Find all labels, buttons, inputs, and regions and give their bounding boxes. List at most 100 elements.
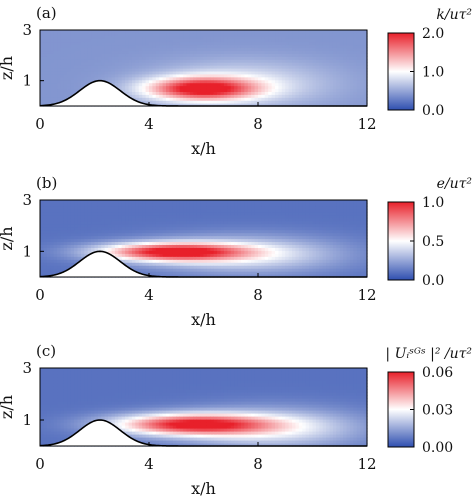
heatmap-cell: [138, 202, 143, 207]
heatmap-cell: [142, 229, 147, 234]
heatmap-cell: [80, 211, 85, 216]
heatmap-cell: [288, 47, 293, 52]
heatmap-cell: [285, 238, 290, 243]
heatmap-cell: [275, 244, 280, 248]
heatmap-cell: [240, 253, 245, 257]
heatmap-cell: [186, 41, 191, 46]
heatmap-cell: [285, 56, 290, 60]
heatmap-cell: [159, 30, 164, 34]
heatmap-cell: [261, 100, 266, 104]
heatmap-cell: [40, 53, 45, 57]
heatmap-cell: [74, 53, 79, 57]
heatmap-cell: [189, 82, 194, 87]
heatmap-cell: [193, 241, 198, 246]
heatmap-cell: [298, 253, 303, 257]
heatmap-cell: [169, 30, 174, 34]
heatmap-cell: [275, 47, 280, 52]
heatmap-cell: [288, 85, 293, 90]
heatmap-cell: [97, 68, 102, 72]
heatmap-cell: [322, 271, 327, 275]
heatmap-cell: [329, 73, 334, 78]
heatmap-cell: [343, 50, 348, 54]
heatmap-cell: [46, 100, 51, 104]
heatmap-cell: [91, 244, 96, 248]
heatmap-cell: [46, 32, 51, 37]
heatmap-cell: [203, 100, 208, 104]
heatmap-cell: [57, 97, 62, 101]
heatmap-cell: [285, 235, 290, 240]
heatmap-cell: [166, 223, 171, 228]
heatmap-cell: [70, 32, 75, 37]
heatmap-cell: [149, 271, 154, 275]
heatmap-cell: [285, 59, 290, 63]
heatmap-cell: [305, 68, 310, 72]
heatmap-cell: [298, 200, 303, 204]
heatmap-cell: [251, 244, 256, 248]
heatmap-cell: [87, 208, 92, 213]
heatmap-cell: [118, 244, 123, 248]
heatmap-cell: [125, 68, 130, 72]
heatmap-cell: [200, 56, 205, 60]
heatmap-cell: [213, 68, 218, 72]
heatmap-cell: [346, 68, 351, 72]
heatmap-cell: [131, 256, 136, 260]
heatmap-cell: [309, 200, 314, 204]
heatmap-cell: [322, 247, 327, 251]
heatmap-cell: [230, 262, 235, 266]
heatmap-cell: [312, 241, 317, 246]
heatmap-cell: [305, 38, 310, 43]
heatmap-cell: [302, 241, 307, 246]
heatmap-cell: [135, 91, 140, 95]
heatmap-cell: [104, 214, 109, 219]
heatmap-cell: [70, 217, 75, 222]
heatmap-cell: [285, 268, 290, 272]
heatmap-cell: [183, 88, 188, 92]
heatmap-cell: [278, 205, 283, 210]
heatmap-cell: [196, 35, 201, 40]
heatmap-cell: [251, 103, 256, 107]
heatmap-cell: [312, 274, 317, 278]
heatmap-cell: [322, 82, 327, 87]
heatmap-cell: [305, 271, 310, 275]
heatmap-cell: [268, 238, 273, 243]
heatmap-cell: [114, 47, 119, 52]
heatmap-cell: [131, 82, 136, 87]
heatmap-cell: [60, 88, 65, 92]
heatmap-cell: [285, 103, 290, 107]
heatmap-cell: [183, 253, 188, 257]
heatmap-cell: [77, 226, 82, 231]
heatmap-cell: [155, 56, 160, 60]
heatmap-cell: [138, 229, 143, 234]
heatmap-cell: [217, 202, 222, 207]
heatmap-cell: [230, 265, 235, 269]
heatmap-cell: [312, 35, 317, 40]
heatmap-cell: [101, 35, 106, 40]
heatmap-cell: [234, 271, 239, 275]
heatmap-cell: [149, 94, 154, 98]
heatmap-cell: [131, 214, 136, 219]
heatmap-cell: [118, 211, 123, 216]
heatmap-cell: [360, 73, 365, 78]
heatmap-cell: [63, 44, 68, 49]
heatmap-cell: [125, 65, 130, 69]
heatmap-cell: [128, 59, 133, 63]
heatmap-cell: [152, 259, 157, 263]
heatmap-cell: [258, 50, 263, 54]
heatmap-cell: [220, 238, 225, 243]
heatmap-cell: [196, 241, 201, 246]
heatmap-cell: [87, 56, 92, 60]
heatmap-cell: [336, 223, 341, 228]
heatmap-cell: [271, 265, 276, 269]
heatmap-cell: [295, 265, 300, 269]
heatmap-cell: [131, 44, 136, 49]
heatmap-cell: [104, 202, 109, 207]
heatmap-cell: [155, 229, 160, 234]
heatmap-cell: [264, 200, 269, 204]
heatmap-cell: [63, 232, 68, 237]
heatmap-cell: [309, 211, 314, 216]
heatmap-cell: [138, 56, 143, 60]
heatmap-cell: [125, 88, 130, 92]
heatmap-cell: [94, 76, 99, 81]
heatmap-cell: [281, 238, 286, 243]
heatmap-cell: [183, 59, 188, 63]
